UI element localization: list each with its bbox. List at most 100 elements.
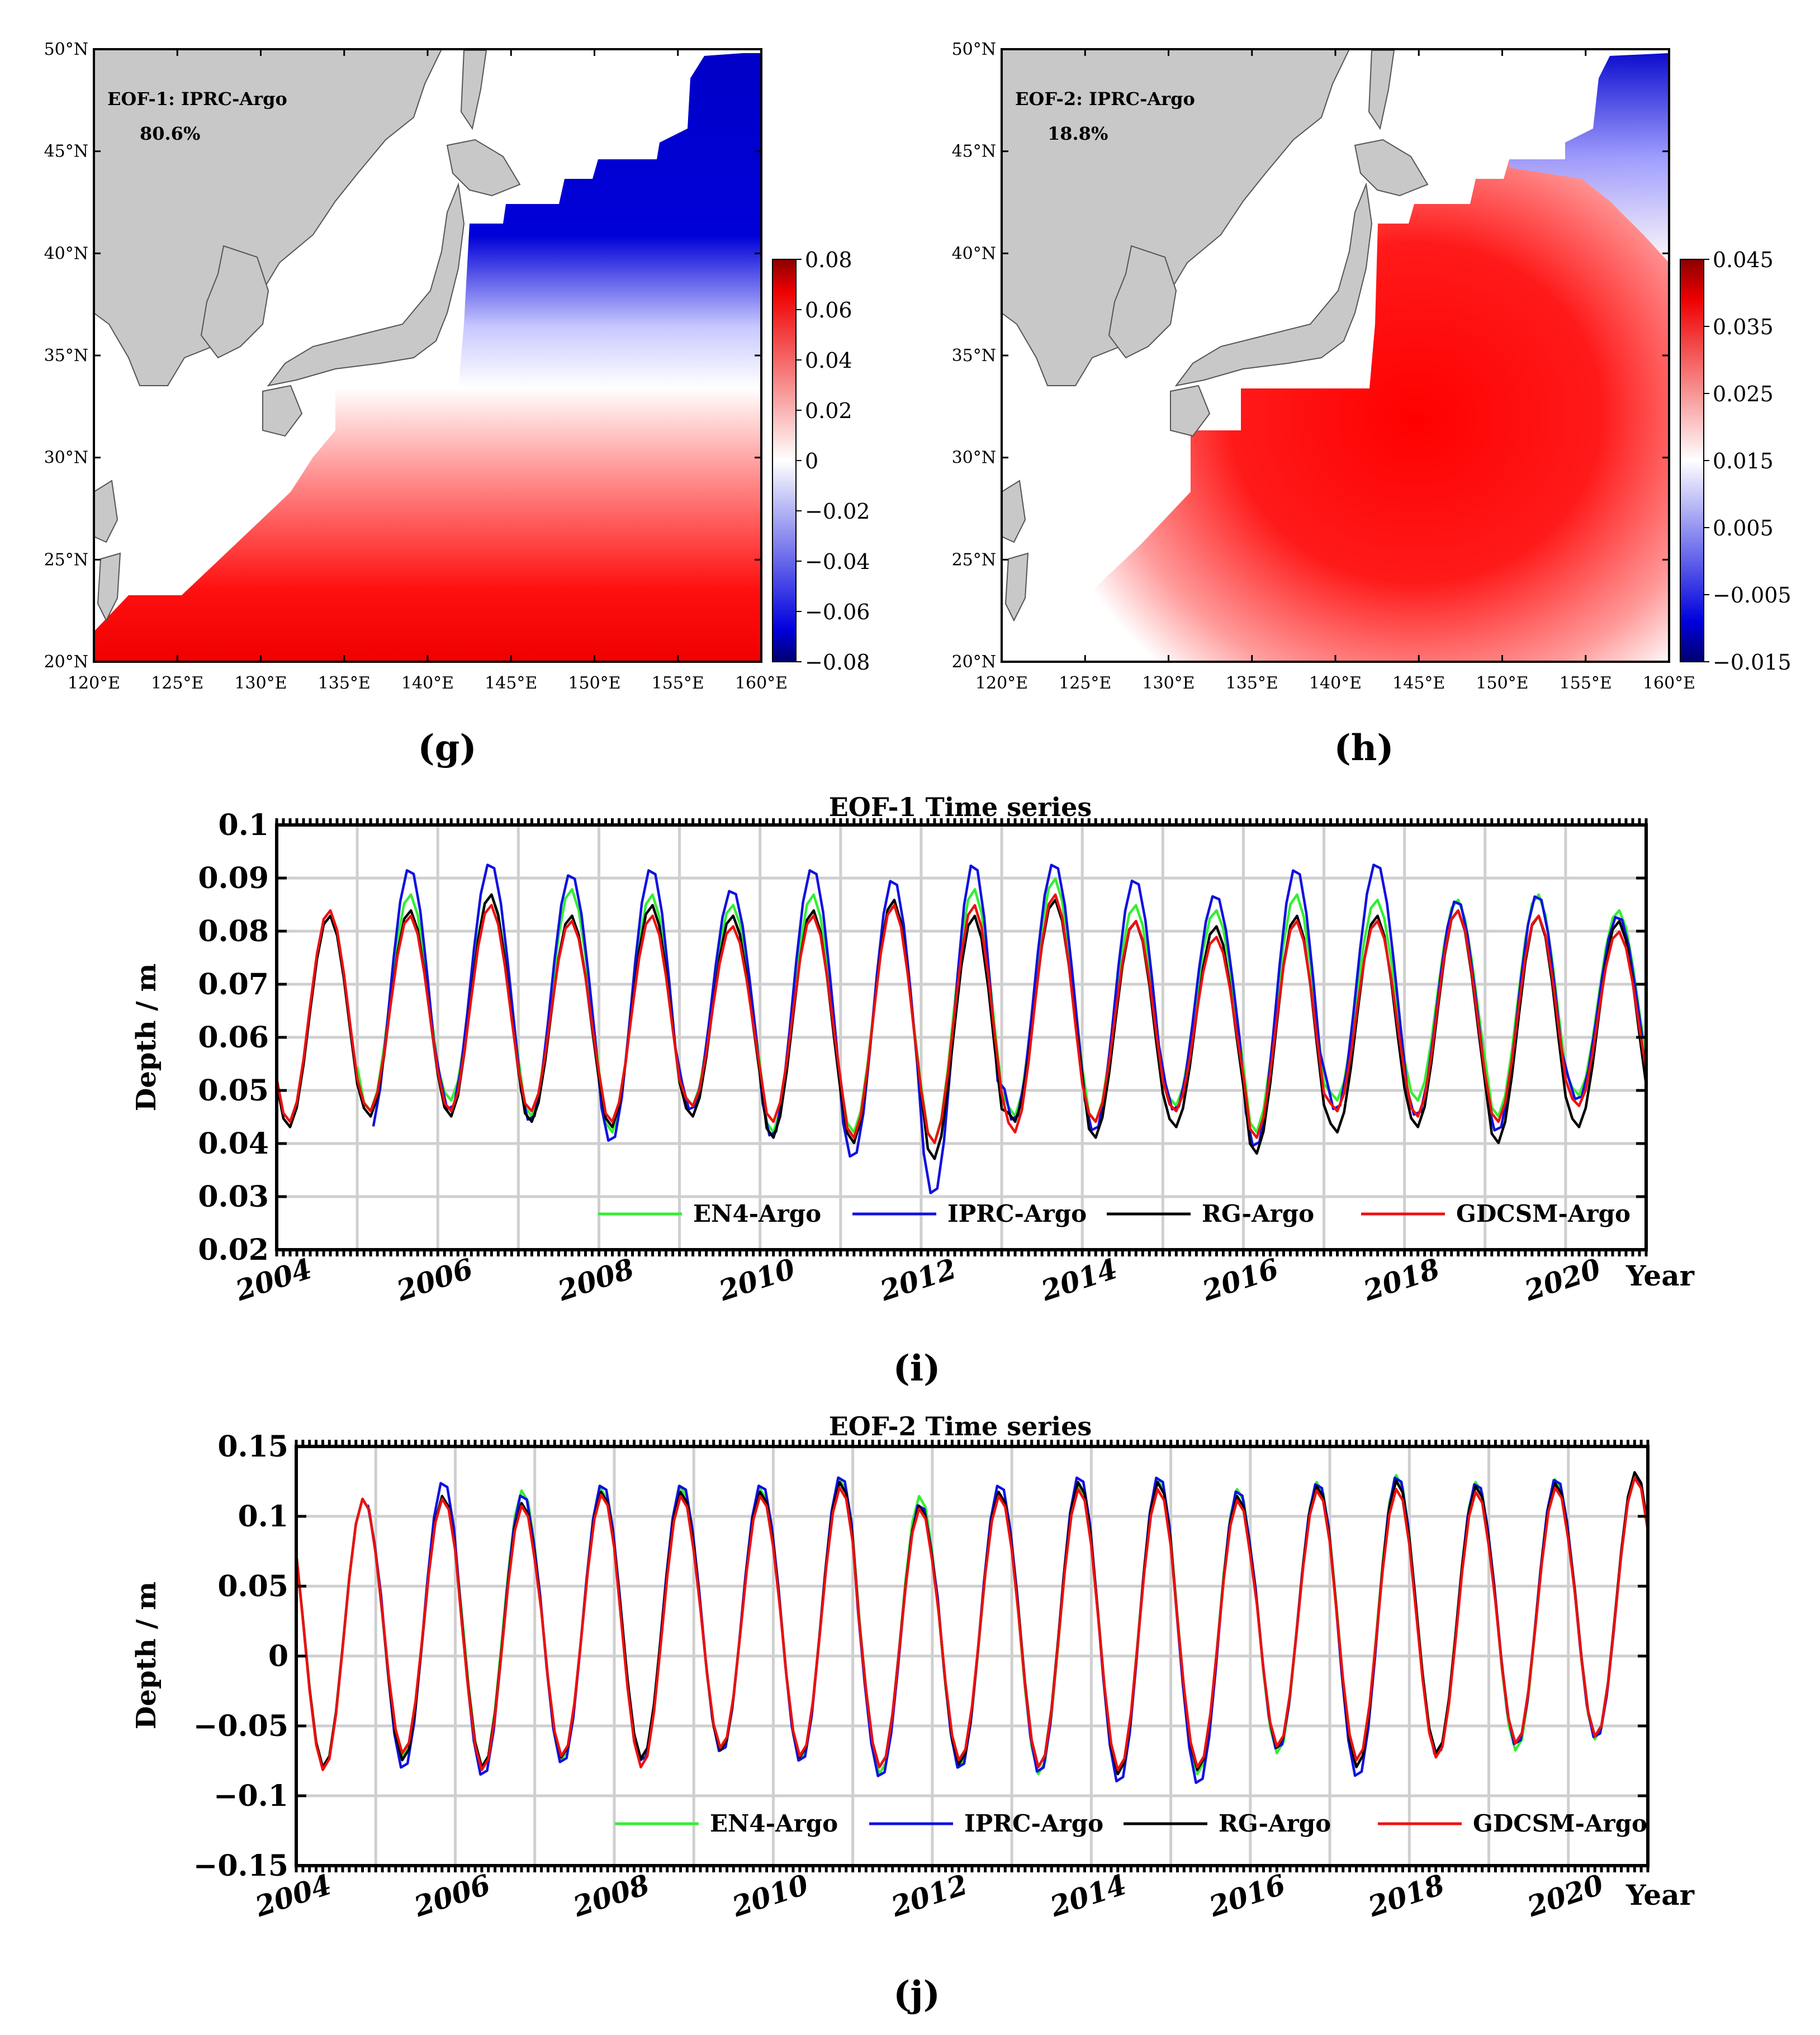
colorbar-tick-label: −0.02: [805, 499, 870, 524]
x-tick-label: 2014: [1046, 1868, 1131, 1923]
x-tick-label: 145°E: [485, 673, 537, 693]
legend-label: IPRC-Argo: [947, 1200, 1087, 1227]
y-tick-label: 50°N: [952, 40, 996, 59]
x-tick-label: 125°E: [1059, 673, 1111, 693]
legend: EN4-Argo IPRC-Argo RG-Argo GDCSM-Argo: [598, 1200, 1631, 1227]
x-tick-label: 145°E: [1392, 673, 1445, 693]
x-tick-label: 2016: [1205, 1868, 1290, 1923]
x-axis-label: Year: [1625, 1879, 1695, 1911]
y-tick-label: 25°N: [952, 550, 996, 570]
y-tick-label: 0.15: [217, 1430, 288, 1464]
colorbar-tick-label: 0.025: [1713, 382, 1774, 406]
y-tick-label: 0.06: [198, 1021, 269, 1055]
x-tick-label: 2012: [887, 1868, 971, 1923]
colorbar-tick-label: −0.015: [1713, 650, 1791, 675]
chart-title: EOF-1 Time series: [829, 792, 1092, 822]
legend-label: RG-Argo: [1202, 1200, 1314, 1227]
colorbar-tick-label: −0.08: [805, 650, 870, 675]
land-korea: [200, 245, 269, 359]
y-tick-label: 0: [268, 1639, 288, 1673]
eof2-north-field: [1509, 53, 1669, 263]
y-tick-label: 0.03: [198, 1180, 269, 1214]
axis-ticks: [295, 1440, 1650, 1872]
eof2-field: [1002, 53, 1669, 662]
colorbar-tick-label: 0.06: [805, 298, 852, 322]
x-tick-label: 130°E: [234, 673, 287, 693]
x-tick-label: 2010: [728, 1868, 813, 1923]
land-japan-hokkaido: [1354, 139, 1429, 197]
y-tick-label: 30°N: [952, 448, 996, 468]
legend: EN4-Argo IPRC-Argo RG-Argo GDCSM-Argo: [615, 1810, 1647, 1837]
x-tick-label: 160°E: [735, 673, 788, 693]
annotation-title: EOF-2: IPRC-Argo: [1015, 88, 1195, 110]
x-tick-label: 150°E: [568, 673, 620, 693]
colorbar-tick-labels: 0.08 0.06 0.04 0.02 0 −0.02 −0.04 −0.06 −0.08: [796, 248, 870, 675]
y-tick-labels: 0.15 0.1 0.05 0 −0.05 −0.1 −0.15: [193, 1430, 288, 1883]
y-tick-label: 50°N: [44, 40, 88, 59]
annotation-percent: 18.8%: [1048, 123, 1108, 144]
series-lines: [295, 1471, 1650, 1784]
x-tick-label: 130°E: [1142, 673, 1195, 693]
y-tick-label: 45°N: [44, 142, 88, 162]
land-japan-honshu: [267, 182, 465, 387]
y-tick-label: −0.05: [193, 1709, 288, 1743]
time-series-panel-i: EOF-1 Time series 0.1 0.09 0.08 0.07 0.06 0.0…: [131, 792, 1695, 1389]
legend-label: EN4-Argo: [710, 1810, 838, 1837]
colorbar-tick-label: 0.035: [1713, 315, 1774, 339]
x-tick-label: 120°E: [975, 673, 1028, 693]
colorbar-tick-label: −0.06: [805, 600, 870, 624]
x-tick-label: 135°E: [318, 673, 371, 693]
land-taiwan: [97, 552, 121, 622]
legend-label: RG-Argo: [1219, 1810, 1331, 1837]
legend-label: EN4-Argo: [693, 1200, 821, 1227]
x-tick-label: 2020: [1520, 1252, 1605, 1307]
y-tick-label: −0.15: [193, 1849, 288, 1883]
y-tick-labels: 50°N 45°N 40°N 35°N 30°N 25°N 20°N: [952, 40, 1669, 672]
legend-label: GDCSM-Argo: [1473, 1810, 1647, 1837]
legend-label: GDCSM-Argo: [1456, 1200, 1631, 1227]
colorbar-tick-label: 0.045: [1713, 248, 1774, 272]
x-tick-label: 120°E: [68, 673, 120, 693]
x-tick-label: 2020: [1523, 1868, 1608, 1923]
x-tick-label: 160°E: [1643, 673, 1695, 693]
colorbar-tick-label: 0.08: [805, 248, 852, 272]
land-japan-hokkaido: [446, 139, 521, 197]
x-tick-label: 2018: [1364, 1868, 1449, 1923]
x-tick-label: 140°E: [1309, 673, 1362, 693]
legend-label: IPRC-Argo: [964, 1810, 1103, 1837]
x-tick-labels: 2004 2006 2008 2010 2012 2014 2016 2018 2020: [250, 1868, 1607, 1923]
y-tick-label: 0.1: [238, 1500, 288, 1534]
y-tick-label: 30°N: [44, 448, 88, 468]
land-taiwan: [1004, 552, 1029, 622]
panel-label: (i): [893, 1348, 941, 1389]
x-tick-label: 125°E: [151, 673, 203, 693]
y-tick-label: 25°N: [44, 550, 88, 570]
y-tick-label: 0.02: [198, 1233, 269, 1267]
land-japan-kyushu: [262, 385, 303, 437]
y-axis-label: Depth / m: [131, 1582, 162, 1730]
annotation-percent: 80.6%: [140, 123, 200, 144]
colorbar: [1680, 259, 1704, 662]
panel-label: (g): [418, 727, 476, 769]
x-tick-label: 155°E: [652, 673, 704, 693]
x-axis-label: Year: [1625, 1259, 1695, 1292]
map-panel-h: EOF-2: IPRC-Argo 18.8% 120°E 125°E 130°E 13…: [952, 40, 1791, 769]
x-tick-label: 2008: [568, 1868, 653, 1923]
x-tick-label: 2006: [392, 1252, 477, 1307]
eof1-field: [94, 53, 761, 662]
colorbar-tick-label: −0.005: [1713, 583, 1791, 608]
y-tick-label: 40°N: [44, 244, 88, 263]
x-tick-labels: 120°E 125°E 130°E 135°E 140°E 145°E 150°E 155°E…: [68, 49, 788, 693]
x-tick-label: 2008: [553, 1252, 638, 1307]
colorbar-tick-label: 0: [805, 449, 818, 473]
x-tick-label: 150°E: [1476, 673, 1528, 693]
colorbar-tick-label: 0.02: [805, 399, 852, 423]
y-tick-label: 0.07: [198, 967, 269, 1002]
time-series-panel-j: EOF-2 Time series 0.15 0.1 0.05 0 −0.05 −0.1 −…: [131, 1411, 1695, 2015]
panel-label: (j): [893, 1974, 940, 2015]
chart-title: EOF-2 Time series: [829, 1411, 1092, 1441]
x-tick-label: 2006: [410, 1868, 495, 1923]
series-lines: [275, 864, 1648, 1194]
land-japan-honshu: [1174, 182, 1373, 387]
x-tick-labels: 120°E 125°E 130°E 135°E 140°E 145°E 150°E 155°E…: [975, 49, 1695, 693]
